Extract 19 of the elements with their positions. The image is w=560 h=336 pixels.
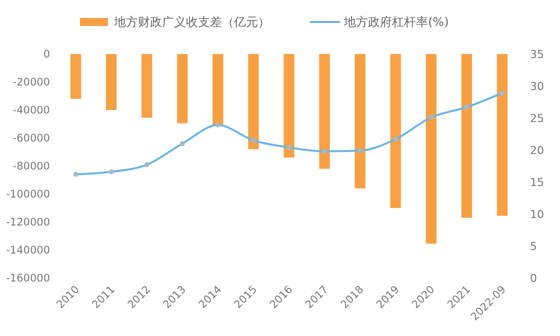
y-tick-label: 0 [43, 48, 50, 61]
y2-tick-label: 35 [530, 48, 544, 61]
y2-tick-label: 30 [530, 80, 544, 93]
legend-label: 地方政府杠杆率(%) [343, 15, 449, 30]
y2-tick-label: 20 [530, 144, 544, 157]
y-tick-label: -140000 [6, 244, 50, 257]
y-tick-label: -160000 [6, 272, 50, 285]
y2-tick-label: 15 [530, 176, 544, 189]
y2-tick-label: 0 [530, 272, 537, 285]
legend-label: 地方财政广义收支差（亿元） [113, 15, 270, 30]
y-tick-label: -20000 [12, 76, 50, 89]
y2-tick-label: 5 [530, 240, 537, 253]
y2-tick-label: 10 [530, 208, 544, 221]
y-tick-label: -80000 [12, 160, 50, 173]
y-tick-label: -60000 [12, 132, 50, 145]
y-tick-label: -40000 [12, 104, 50, 117]
y-tick-label: -100000 [6, 188, 50, 201]
y-tick-label: -120000 [6, 216, 50, 229]
y2-tick-label: 25 [530, 112, 544, 125]
